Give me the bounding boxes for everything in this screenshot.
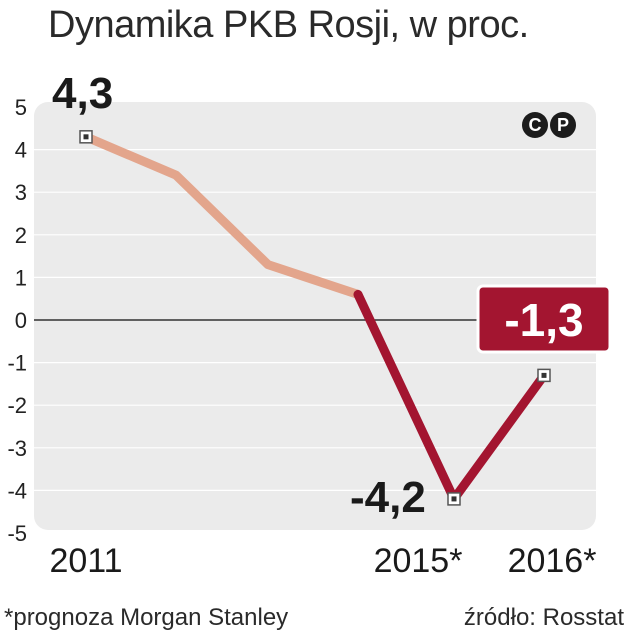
data-label: -1,3 [504, 294, 583, 346]
y-tick-label: -5 [7, 521, 27, 546]
x-tick-label: 2011 [49, 542, 122, 580]
data-point-marker-dot [541, 372, 547, 378]
y-tick-label: -2 [7, 393, 27, 418]
logo-c-icon: C [522, 112, 548, 138]
x-tick-label: 2015* [374, 542, 463, 580]
y-tick-label: -1 [7, 351, 27, 376]
y-tick-label: -4 [7, 478, 27, 503]
source-note: źródło: Rosstat [463, 604, 624, 631]
y-tick-label: 3 [15, 180, 27, 205]
y-tick-label: -3 [7, 436, 27, 461]
data-point-marker-dot [451, 496, 457, 502]
x-tick-label: 2016* [508, 542, 597, 580]
line-chart: 5 4 3 2 1 0 -1 -2 -3 -4 -5 4,3 -4,2 -1,3 2011 2015* 2016… [7, 69, 612, 580]
y-tick-label: 5 [15, 95, 27, 120]
series-line-history [81, 132, 363, 299]
chart-title: Dynamika PKB Rosji, w proc. [48, 4, 529, 46]
y-tick-label: 1 [15, 265, 27, 290]
y-tick-label: 0 [15, 308, 27, 333]
y-tick-label: 4 [15, 138, 27, 163]
y-tick-label: 2 [15, 223, 27, 248]
value-badge [476, 284, 612, 354]
copyright-logo: C P [522, 112, 576, 138]
logo-p-icon: P [550, 112, 576, 138]
data-point-marker-dot [83, 134, 89, 140]
forecast-footnote: *prognoza Morgan Stanley [4, 604, 289, 631]
plot-panel [34, 102, 596, 530]
data-label: 4,3 [52, 69, 113, 118]
data-label: -4,2 [350, 473, 426, 522]
